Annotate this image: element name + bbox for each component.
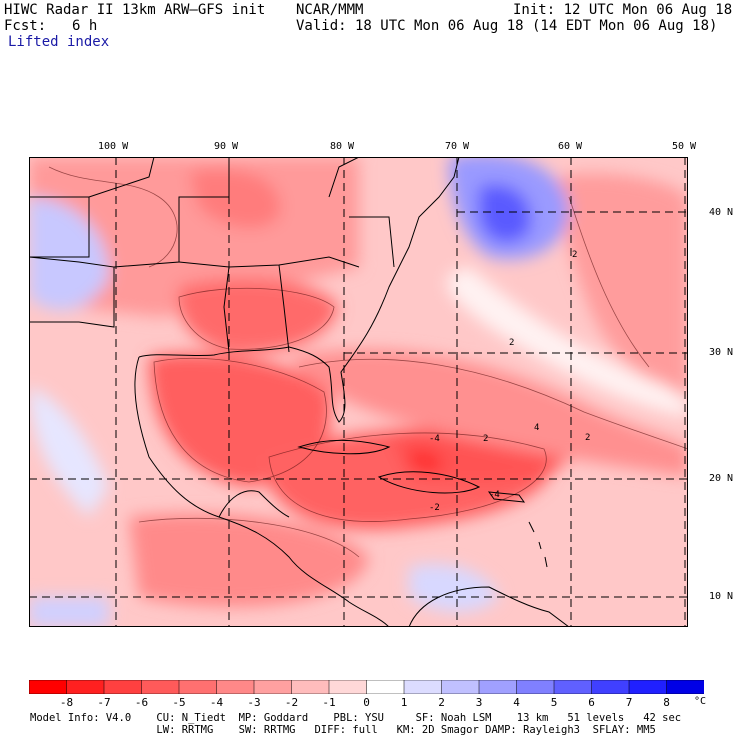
field-name: Lifted index [8,34,110,50]
lon-label-80w: 80 W [330,141,355,152]
valid-time: Valid: 18 UTC Mon 06 Aug 18 (14 EDT Mon … [296,18,718,34]
init-time: Init: 12 UTC Mon 06 Aug 18 [513,2,733,18]
colorbar-tick-label: -8 [59,696,74,709]
colorbar-swatch [666,680,704,694]
model-info-line2: LW: RRTMG SW: RRTMG DIFF: full KM: 2D Sm… [30,724,656,736]
colorbar-swatch [366,680,405,694]
colorbar-tick-label: 3 [475,696,483,709]
contour-label: -4 [489,490,500,500]
colorbar-tick-label: 7 [625,696,633,709]
colorbar-tick-label: -2 [284,696,299,709]
lon-label-100w: 100 W [98,141,129,152]
colorbar-swatch [216,680,255,694]
colorbar-swatch [591,680,630,694]
colorbar-tick-label: 8 [663,696,670,709]
colorbar-tick-label: 6 [588,696,595,709]
lat-label-40n: 40 N [709,207,734,218]
map-frame [29,157,688,627]
colorbar-tick-label: -6 [134,696,149,709]
lon-label-90w: 90 W [214,141,239,152]
colorbar-swatch [103,680,143,694]
lon-label-70w: 70 W [445,141,470,152]
colorbar-swatch [403,680,443,694]
lat-label-10n: 10 N [709,591,734,602]
lat-label-20n: 20 N [709,473,734,484]
model-title: HIWC Radar II 13km ARW–GFS init [4,2,266,18]
colorbar-swatch [178,680,218,694]
colorbar-tick-label: 1 [400,696,408,709]
colorbar-swatch [516,680,555,694]
contour-label: 2 [483,434,488,444]
colorbar-tick-label: -3 [247,696,261,709]
colorbar-swatch [328,680,368,694]
contour-label: 2 [585,433,590,443]
colorbar-swatch [628,680,668,694]
colorbar-tick-label: -1 [322,696,336,709]
lifted-index-map: 2 2 2 4 -2 -4 -4 2 [29,157,688,627]
contour-label: 4 [534,423,539,433]
colorbar-tick-label: 5 [550,696,558,709]
contour-label: -2 [429,503,440,513]
latlon-grid [29,157,688,627]
lat-label-30n: 30 N [709,347,734,358]
lon-label-50w: 50 W [672,141,697,152]
colorbar [29,680,704,694]
contour-label: 2 [572,250,577,260]
contour-label: 2 [509,338,514,348]
contour-lines [48,166,688,558]
colorbar-swatch [141,680,180,694]
colorbar-swatch [291,680,330,694]
colorbar-tick-label: 4 [513,696,520,709]
colorbar-swatch [441,680,480,694]
model-info-line1: Model Info: V4.0 CU: N_Tiedt MP: Goddard… [30,712,682,724]
colorbar-unit: °C [694,696,707,707]
colorbar-tick-label: 2 [438,696,445,709]
colorbar-tick-label: -4 [209,696,224,709]
colorbar-swatch [253,680,293,694]
colorbar-swatch [553,680,593,694]
organization-label: NCAR/MMM [296,2,364,18]
forecast-hours: 6 h [72,18,98,34]
colorbar-swatch [478,680,518,694]
colorbar-swatch [29,680,68,694]
field-shading [29,157,688,627]
coastlines [29,157,570,627]
lon-label-60w: 60 W [558,141,583,152]
colorbar-tick-label: -7 [97,696,111,709]
contour-label: -4 [429,434,440,444]
colorbar-tick-label: 0 [363,696,370,709]
colorbar-swatch [66,680,105,694]
forecast-label: Fcst: [4,18,47,34]
colorbar-tick-label: -5 [172,696,186,709]
